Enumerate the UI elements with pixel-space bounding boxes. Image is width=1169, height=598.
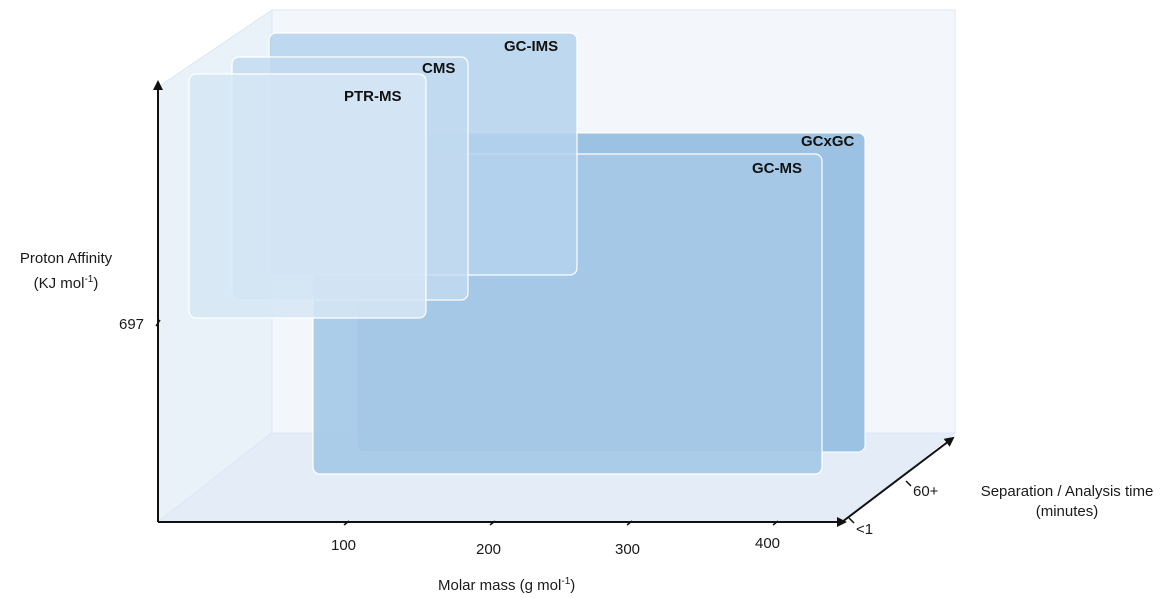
- y-axis-label: Proton Affinity (KJ mol-1): [10, 248, 122, 294]
- x-tick-300: 300: [615, 541, 641, 558]
- x-tick-mark-200: [489, 520, 496, 526]
- y-tick-mark: [155, 319, 161, 327]
- y-tick-697: 697: [119, 316, 145, 333]
- panel-ptr-ms: [188, 73, 427, 319]
- label-gcxgc: GCxGC: [801, 133, 855, 150]
- z-axis-label-line2: (minutes): [1035, 503, 1099, 520]
- label-gc-ms: GC-MS: [752, 160, 802, 177]
- x-tick-mark-400: [772, 520, 779, 526]
- x-tick-100: 100: [331, 537, 357, 554]
- label-ptr-ms: PTR-MS: [344, 88, 402, 105]
- label-gc-ims: GC-IMS: [504, 38, 559, 55]
- x-tick-400: 400: [755, 535, 781, 552]
- z-tick-mark-1: [848, 517, 855, 524]
- z-axis-label-line1: Separation / Analysis time: [980, 483, 1154, 500]
- x-tick-mark-100: [343, 520, 350, 526]
- x-tick-200: 200: [476, 541, 502, 558]
- x-tick-mark-300: [626, 520, 633, 526]
- x-axis-label: Molar mass (g mol-1): [438, 576, 576, 594]
- z-axis: [841, 436, 955, 523]
- z-tick-mark-60: [905, 480, 912, 487]
- z-tick-lt1: <1: [856, 521, 874, 538]
- z-axis-label: Separation / Analysis time (minutes): [966, 482, 1168, 522]
- label-cms: CMS: [422, 60, 456, 77]
- y-axis-label-line1: Proton Affinity: [19, 250, 113, 267]
- y-axis-label-line2: (KJ mol-1): [33, 274, 99, 292]
- z-tick-60plus: 60+: [913, 483, 939, 500]
